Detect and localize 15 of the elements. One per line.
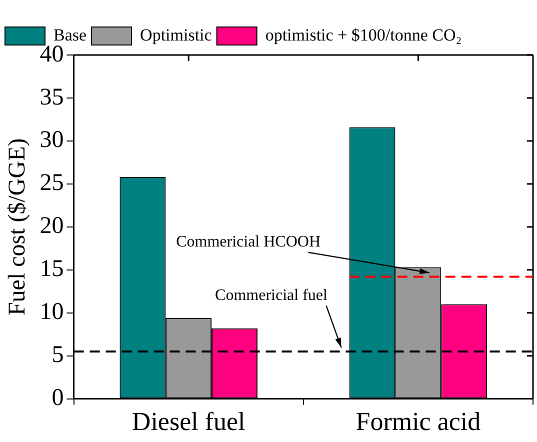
y-tick-label: 35 [40, 84, 64, 110]
legend-label: Optimistic [140, 25, 212, 44]
y-tick-label: 5 [52, 342, 64, 368]
legend-label: optimistic + $100/tonne CO₂ [265, 25, 462, 44]
y-tick-label: 0 [52, 385, 64, 412]
y-tick-label: 15 [40, 256, 64, 282]
ref-line-label: Commericial fuel [215, 286, 328, 304]
y-tick-label: 20 [40, 213, 64, 240]
y-tick-label: 10 [40, 299, 64, 326]
y-tick-label: 25 [40, 170, 64, 196]
y-tick-label: 30 [40, 127, 64, 154]
ref-line-label: Commericial HCOOH [176, 234, 321, 251]
y-axis-title: Fuel cost ($/GGE) [4, 138, 31, 316]
x-tick-label: Formic acid [356, 407, 481, 436]
x-tick-label: Diesel fuel [132, 407, 246, 436]
